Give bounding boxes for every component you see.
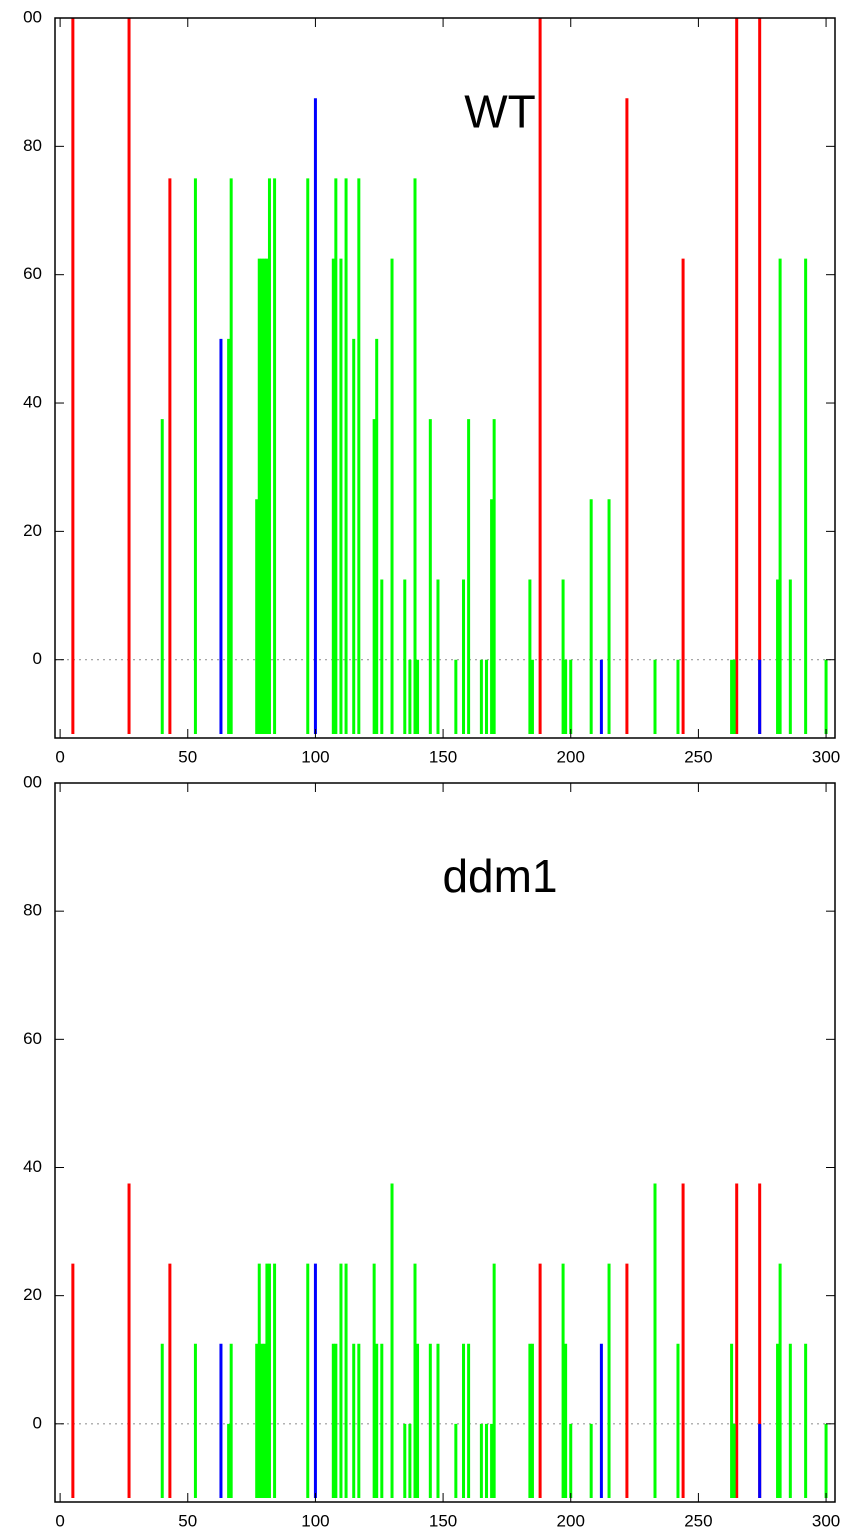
x-tick-label: 200 xyxy=(557,1511,585,1530)
y-tick-label: 20 xyxy=(23,521,42,540)
y-tick-label: 00 xyxy=(23,7,42,26)
x-tick-label: 300 xyxy=(812,747,840,766)
x-tick-label: 100 xyxy=(301,1511,329,1530)
x-tick-label: 150 xyxy=(429,747,457,766)
y-tick-label: 60 xyxy=(23,264,42,283)
y-tick-label: 20 xyxy=(23,1285,42,1304)
y-tick-label: 0 xyxy=(33,649,42,668)
chart-title: ddm1 xyxy=(442,850,557,902)
x-tick-label: 250 xyxy=(684,747,712,766)
x-tick-label: 0 xyxy=(55,747,64,766)
x-tick-label: 250 xyxy=(684,1511,712,1530)
y-tick-label: 40 xyxy=(23,393,42,412)
x-tick-label: 200 xyxy=(557,747,585,766)
plot-frame xyxy=(54,782,836,1503)
y-tick-label: 40 xyxy=(23,1157,42,1176)
x-tick-label: 300 xyxy=(812,1511,840,1530)
plot-frame xyxy=(54,17,836,739)
x-tick-label: 50 xyxy=(178,1511,197,1530)
x-tick-label: 50 xyxy=(178,747,197,766)
x-tick-label: 0 xyxy=(55,1511,64,1530)
y-tick-label: 0 xyxy=(33,1413,42,1432)
chart-title: WT xyxy=(464,85,536,137)
y-tick-label: 60 xyxy=(23,1029,42,1048)
y-tick-label: 00 xyxy=(23,772,42,791)
x-tick-label: 100 xyxy=(301,747,329,766)
y-tick-label: 80 xyxy=(23,901,42,920)
x-tick-label: 150 xyxy=(429,1511,457,1530)
y-tick-label: 80 xyxy=(23,136,42,155)
